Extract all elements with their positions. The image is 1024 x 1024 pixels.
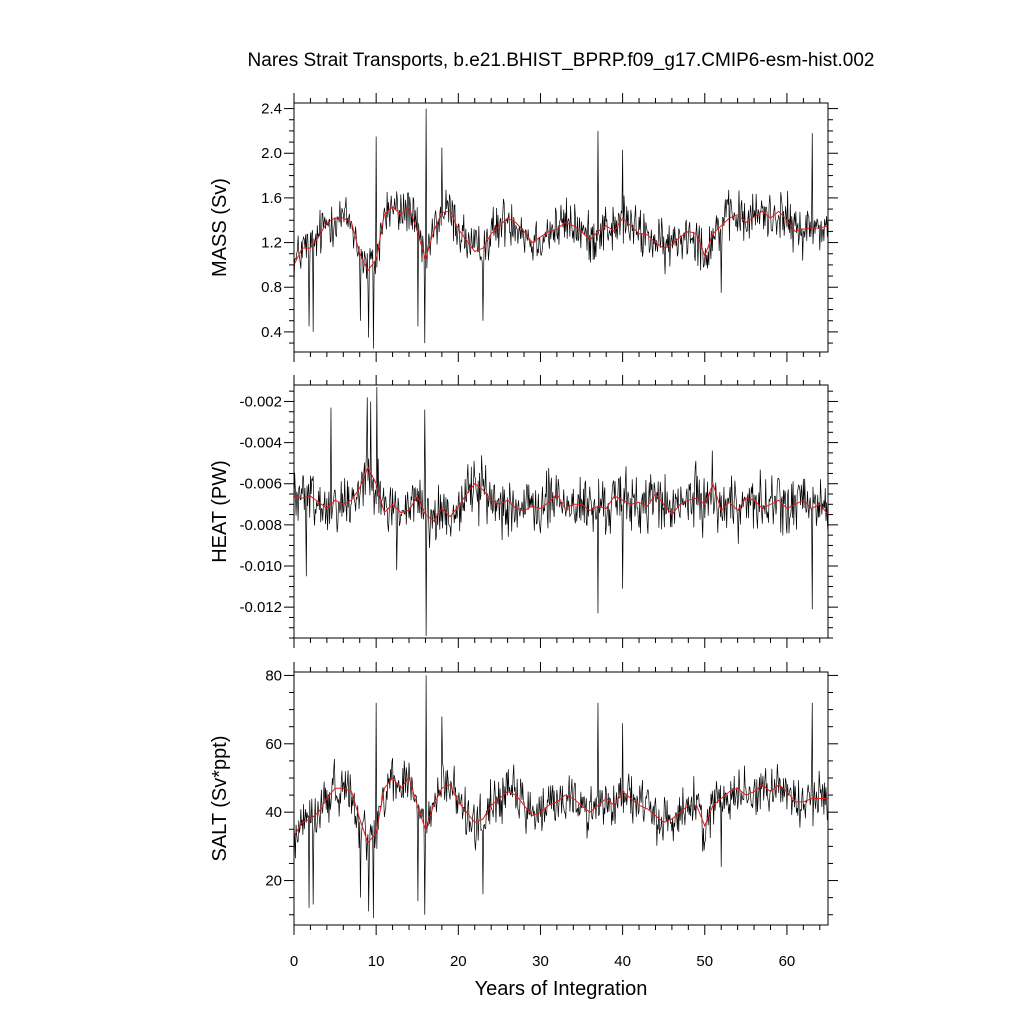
y-axis-label: MASS (Sv) <box>209 178 231 277</box>
y-tick-label: 60 <box>265 736 282 753</box>
x-axis-label: Years of Integration <box>475 978 648 1000</box>
y-tick-label: 2.4 <box>261 101 282 118</box>
y-tick-label: 40 <box>265 804 282 821</box>
y-tick-label: -0.006 <box>239 476 282 493</box>
x-tick-label: 0 <box>290 953 298 970</box>
y-tick-label: -0.004 <box>239 435 282 452</box>
y-tick-label: 1.2 <box>261 235 282 252</box>
chart-title: Nares Strait Transports, b.e21.BHIST_BPR… <box>248 50 875 71</box>
x-tick-label: 50 <box>696 953 713 970</box>
y-tick-label: -0.010 <box>239 558 282 575</box>
x-tick-label: 20 <box>450 953 467 970</box>
y-axis-label: SALT (Sv*ppt) <box>209 736 231 862</box>
y-tick-label: 0.4 <box>261 324 282 341</box>
plot-frame <box>293 671 829 926</box>
plot-frame <box>293 384 829 639</box>
y-tick-label: -0.008 <box>239 517 282 534</box>
y-tick-label: -0.002 <box>239 393 282 410</box>
monthly-series-line <box>294 108 828 349</box>
x-tick-label: 40 <box>614 953 631 970</box>
smoothed-series-line <box>294 466 828 522</box>
smoothed-series-line <box>294 776 828 844</box>
y-tick-label: -0.012 <box>239 599 282 616</box>
y-tick-label: 80 <box>265 667 282 684</box>
x-tick-label: 60 <box>779 953 796 970</box>
monthly-series-line <box>294 675 828 919</box>
panel-1: 0.4 0.8 1.2 1.6 2.0 2.4 MASS (Sv) <box>209 93 838 362</box>
y-tick-label: 20 <box>265 873 282 890</box>
plot-frame <box>293 102 829 353</box>
y-tick-label: 2.0 <box>261 145 282 162</box>
y-tick-label: 1.6 <box>261 190 282 207</box>
x-tick-label: 30 <box>532 953 549 970</box>
panel-3: 20 40 60 80 SALT (Sv*ppt) <box>209 662 838 935</box>
x-tick-label: 10 <box>368 953 385 970</box>
smoothed-series-line <box>294 205 828 272</box>
y-tick-label: 0.8 <box>261 279 282 296</box>
panel-2: -0.002 -0.004 -0.006 -0.008 -0.010 -0.012 HEAT… <box>209 375 838 648</box>
monthly-series-line <box>294 387 828 636</box>
y-axis-label: HEAT (PW) <box>209 460 231 563</box>
